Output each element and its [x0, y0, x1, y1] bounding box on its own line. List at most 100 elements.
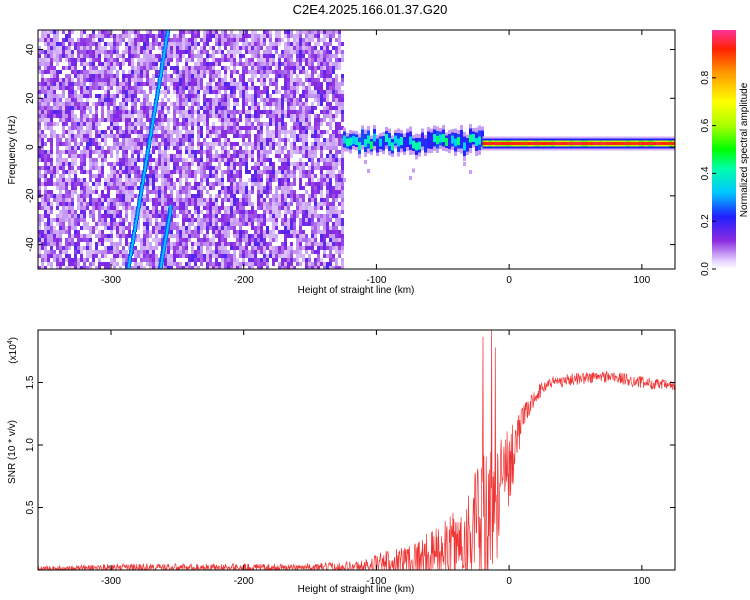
spectrogram-noise-cell	[89, 242, 92, 246]
spectrogram-noise-cell	[128, 134, 131, 138]
spectrogram-noise-cell	[323, 34, 326, 38]
spectrogram-noise-cell	[266, 254, 269, 258]
spectrogram-noise-cell	[290, 234, 293, 238]
spectrogram-noise-cell	[155, 262, 158, 269]
spectrogram-chirp-cell	[151, 118, 154, 125]
spectrogram-noise-cell	[278, 102, 281, 110]
spectrogram-noise-cell	[68, 238, 71, 242]
spectrogram-band-cell	[503, 141, 507, 145]
spectrogram-noise-cell	[83, 186, 86, 194]
spectrogram-noise-cell	[47, 166, 50, 170]
spectrogram-noise-cell	[152, 146, 155, 150]
spectrogram-noise-cell	[320, 110, 323, 114]
spectrogram-chirp-cell	[165, 35, 168, 41]
spectrogram-noise-cell	[170, 102, 173, 106]
spectrogram-noise-cell	[152, 86, 155, 90]
spectrogram-noise-cell	[194, 66, 197, 70]
spectrogram-noise-cell	[128, 174, 131, 178]
spectrogram-noise-cell	[176, 66, 179, 74]
spectrogram-noise-cell	[242, 126, 245, 130]
spectrogram-noise-cell	[317, 66, 320, 70]
spectrogram-noise-cell	[101, 262, 104, 266]
spectrogram-noise-cell	[329, 226, 332, 230]
spectrogram-noise-cell	[299, 82, 302, 86]
spectrogram-noise-cell	[71, 150, 74, 154]
spectrogram-noise-cell	[311, 158, 314, 162]
spectrogram-noise-cell	[104, 226, 107, 230]
spectrogram-noise-cell	[323, 234, 326, 238]
spectrogram-noise-cell	[80, 166, 83, 170]
spectrogram-noise-cell	[89, 130, 92, 138]
spectrogram-noise-cell	[311, 238, 314, 242]
spectrogram-noise-cell	[95, 66, 98, 70]
spectrogram-noise-cell	[314, 34, 317, 38]
spectrogram-noise-cell	[140, 82, 143, 86]
spectrogram-noise-cell	[248, 70, 251, 74]
spectrogram-noise-cell	[113, 226, 116, 230]
spectrogram-noise-cell	[215, 50, 218, 54]
spectrogram-noise-cell	[236, 182, 239, 190]
spectrogram-noise-cell	[47, 178, 50, 182]
spectrogram-noise-cell	[284, 34, 287, 38]
spectrogram-noise-cell	[236, 50, 239, 54]
spectrogram-noise-cell	[236, 266, 239, 269]
spectrogram-noise-cell	[254, 166, 257, 170]
spectrogram-noise-cell	[68, 82, 71, 86]
spectrogram-noise-cell	[86, 250, 89, 258]
spectrogram-noise-cell	[182, 110, 185, 114]
spectrogram-noise-cell	[122, 134, 125, 138]
spectrogram-noise-cell	[248, 190, 251, 194]
spectrogram-noise-cell	[272, 90, 275, 94]
spectrogram-noise-cell	[194, 198, 197, 202]
spectrogram-noise-cell	[266, 122, 269, 126]
spectrogram-noise-cell	[188, 146, 191, 154]
spectrogram-noise-cell	[248, 262, 251, 266]
spectrogram-noise-cell	[173, 234, 176, 238]
spectrogram-noise-cell	[41, 150, 44, 154]
spectrogram-noise-cell	[68, 110, 71, 114]
spectrogram-noise-cell	[269, 38, 272, 42]
spectrogram-noise-cell	[113, 74, 116, 78]
spectrogram-noise-cell	[335, 30, 338, 34]
spectrogram-noise-cell	[341, 210, 344, 214]
spectrogram-noise-cell	[338, 158, 341, 162]
spectrogram-noise-cell	[140, 150, 143, 154]
spectrogram-noise-cell	[134, 174, 137, 178]
spectrogram-noise-cell	[110, 246, 113, 250]
spectrogram-noise-cell	[221, 190, 224, 194]
spectrogram-noise-cell	[104, 66, 107, 70]
spectrogram-noise-cell	[65, 150, 68, 154]
spectrogram-noise-cell	[323, 42, 326, 46]
spectrogram-noise-cell	[185, 194, 188, 198]
spectrogram-noise-cell	[290, 102, 293, 106]
spectrogram-band-cell	[355, 136, 359, 145]
spectrogram-noise-cell	[176, 154, 179, 158]
spectrogram-noise-cell	[221, 234, 224, 242]
spectrogram-noise-cell	[299, 206, 302, 214]
spectrogram-noise-cell	[74, 258, 77, 262]
spectrogram-noise-cell	[179, 74, 182, 78]
spectrogram-noise-cell	[80, 154, 83, 162]
spectrogram-noise-cell	[131, 194, 134, 198]
spectrogram-noise-cell	[62, 202, 65, 206]
spectrogram-noise-cell	[68, 86, 71, 90]
spectrogram-noise-cell	[257, 174, 260, 182]
spectrogram-noise-cell	[65, 214, 68, 218]
spectrogram-noise-cell	[95, 178, 98, 182]
spectrogram-noise-cell	[284, 202, 287, 206]
spectrogram-noise-cell	[113, 114, 116, 118]
spectrogram-noise-cell	[149, 222, 152, 226]
spectrogram-noise-cell	[89, 266, 92, 269]
spectrogram-noise-cell	[158, 110, 161, 114]
spectrogram-noise-cell	[275, 154, 278, 158]
spectrogram-noise-cell	[221, 50, 224, 54]
spectrogram-noise-cell	[101, 94, 104, 98]
spectrogram-noise-cell	[257, 90, 260, 98]
spectrogram-noise-cell	[164, 142, 167, 146]
spectrogram-noise-cell	[101, 166, 104, 174]
spectrogram-noise-cell	[338, 254, 341, 258]
spectrogram-noise-cell	[104, 178, 107, 182]
spectrogram-noise-cell	[134, 66, 137, 70]
spectrogram-noise-cell	[158, 150, 161, 154]
spectrogram-noise-cell	[221, 102, 224, 106]
